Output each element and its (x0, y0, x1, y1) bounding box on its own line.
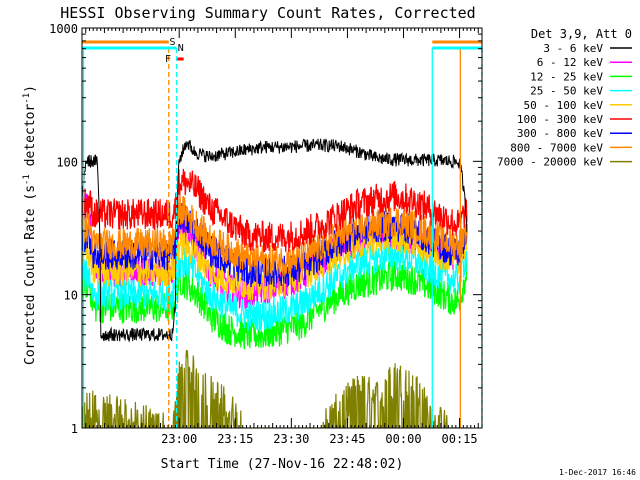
legend-entry-label-1: 6 - 12 keV (537, 56, 604, 69)
x-tick-label-00:15: 00:15 (442, 432, 478, 446)
series-25-50kev (82, 240, 468, 332)
plot-frame (81, 27, 483, 429)
series-line-3 (82, 240, 468, 332)
x-axis-label: Start Time (27-Nov-16 22:48:02) (161, 457, 404, 472)
chart-title: HESSI Observing Summary Count Rates, Cor… (60, 4, 475, 22)
series-3-6kev (82, 138, 468, 343)
x-tick-label-23:45: 23:45 (329, 432, 365, 446)
series-12-25kev (82, 260, 468, 350)
y-tick-label-1000: 1000 (49, 22, 78, 36)
x-tick-label-00:00: 00:00 (385, 432, 421, 446)
legend-entry-label-3: 25 - 50 keV (530, 85, 603, 98)
legend-entry-label-8: 7000 - 20000 keV (497, 156, 603, 169)
y-axis-label-end: ) (23, 85, 38, 93)
legend-entry-label-6: 300 - 800 keV (517, 127, 603, 140)
y-axis-label-main: Corrected Count Rate (s (23, 185, 38, 365)
series-line-7 (82, 194, 468, 277)
plot-area: SFN (81, 27, 483, 429)
x-axis: 23:00 23:15 23:30 23:45 00:00 00:15 (85, 28, 483, 446)
y-tick-label-10: 10 (64, 289, 78, 303)
legend-entry-label-7: 800 - 7000 keV (510, 141, 603, 154)
series-line-0 (82, 138, 468, 343)
legend-header: Det 3,9, Att 0 (531, 27, 632, 41)
y-tick-label-100: 100 (56, 155, 78, 169)
x-tick-label-23:00: 23:00 (161, 432, 197, 446)
y-axis-label: Corrected Count Rate (s-1 detector-1) (22, 85, 38, 365)
series-7000-20000kev (82, 349, 467, 428)
y-axis-label-sup2: -1 (22, 93, 32, 104)
y-axis: 1 10 100 1000 (49, 22, 482, 436)
flag-label-f: F (165, 54, 171, 65)
footer-timestamp: 1-Dec-2017 16:46 (559, 468, 636, 477)
series-800-7000kev (82, 194, 468, 277)
flag-label-s: S (169, 37, 175, 48)
series-line-2 (82, 260, 468, 350)
y-axis-label-sup1: -1 (22, 174, 32, 185)
x-tick-label-23:30: 23:30 (273, 432, 309, 446)
y-axis-label-mid: detector (23, 104, 38, 175)
y-tick-label-1: 1 (71, 422, 78, 436)
series-line-5 (82, 168, 468, 253)
flag-label-n: N (178, 43, 184, 54)
legend-entry-label-0: 3 - 6 keV (543, 42, 603, 55)
legend-entry-label-2: 12 - 25 keV (530, 70, 603, 83)
x-tick-label-23:15: 23:15 (217, 432, 253, 446)
legend-entry-label-5: 100 - 300 keV (517, 113, 603, 126)
series-100-300kev (82, 168, 468, 253)
legend-entry-label-4: 50 - 100 keV (524, 99, 604, 112)
series-line-8 (82, 349, 467, 428)
